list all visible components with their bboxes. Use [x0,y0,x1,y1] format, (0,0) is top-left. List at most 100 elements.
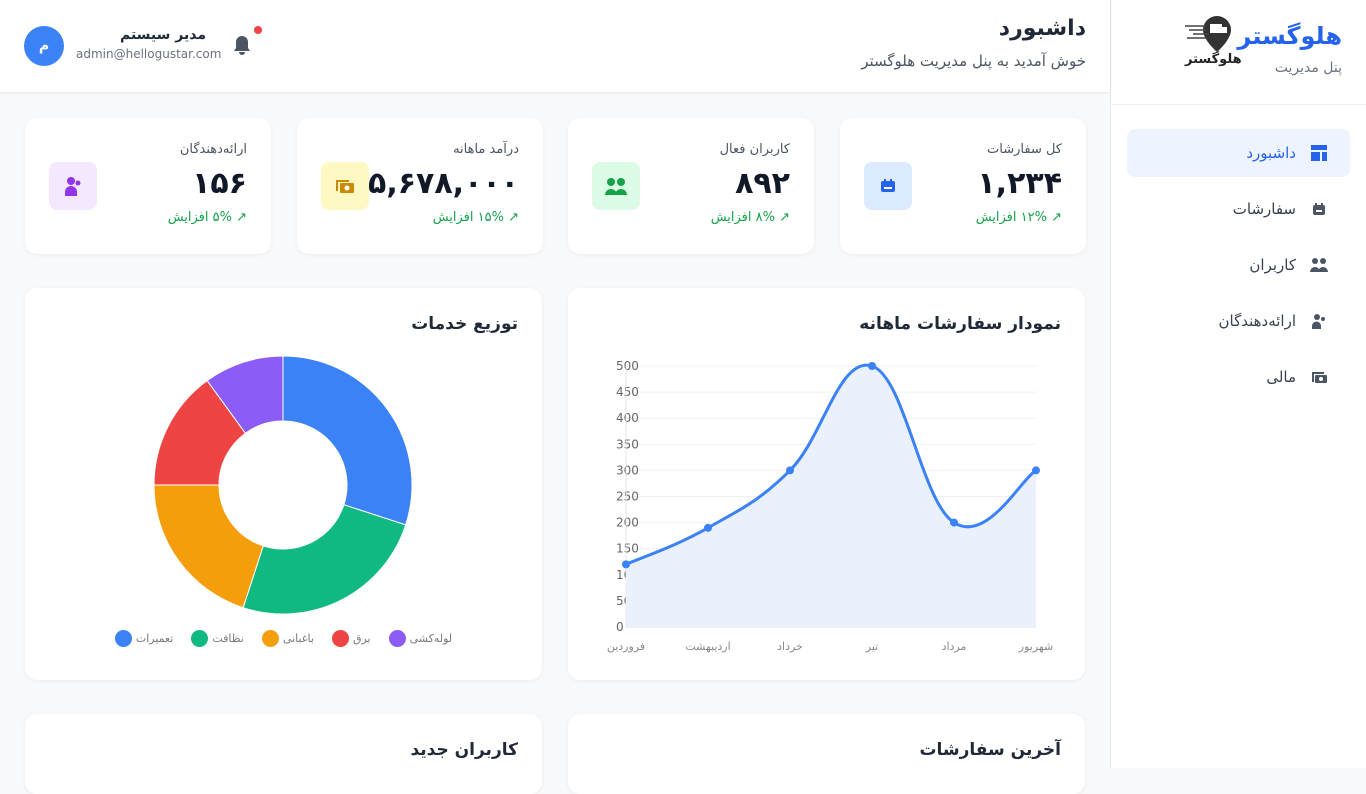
providers-icon [1310,312,1328,330]
sidebar-item-label: کاربران [1249,256,1296,274]
data-point [868,362,876,370]
y-tick-label: 350 [616,437,639,451]
donut-slice [242,504,407,615]
stat-value: ۱۵۶ [192,166,247,201]
legend-label: باغبانی [282,632,314,645]
card-title: نمودار سفارشات ماهانه [859,314,1061,334]
sidebar-item-providers[interactable]: ارائه‌دهندگان [1127,297,1350,345]
sidebar-item-label: ارائه‌دهندگان [1218,312,1296,330]
top-header: داشبورد خوش آمدید به پنل مدیریت هلوگستر … [0,0,1110,92]
logo-text: هلوگستر [1185,52,1242,67]
y-tick-label: 0 [616,620,624,634]
sidebar-item-label: سفارشات [1232,200,1296,218]
stat-label: درآمد ماهانه [453,142,519,157]
stat-card: درآمد ماهانه ۴۵,۶۷۸,۰۰۰ ↗ ۱۵% افزایش [297,118,543,254]
orders-icon [1310,200,1328,218]
sidebar-nav: داشبورد سفارشات کاربران ارائه‌دهندگان ما… [1111,105,1366,433]
brand: هلوگستر پنل مدیریت هلوگستر [1111,0,1366,105]
stat-label: ارائه‌دهندگان [179,142,247,157]
legend-label: نظافت [212,632,244,645]
y-tick-label: 450 [616,385,639,399]
donut-slice [282,355,413,526]
stat-label: کاربران فعال [719,142,790,157]
monthly-orders-card: نمودار سفارشات ماهانه 050100150200250300… [568,288,1085,680]
stat-trend: ↗ ۵% افزایش [167,210,247,225]
y-tick-label: 200 [616,516,639,530]
stat-card: کاربران فعال ۸۹۲ ↗ ۸% افزایش [568,118,814,254]
card-title: آخرین سفارشات [919,740,1061,760]
avatar[interactable]: م [24,26,64,66]
stat-trend: ↗ ۸% افزایش [710,210,790,225]
card-title: توزیع خدمات [411,314,518,334]
x-tick-label: فروردین [607,640,645,653]
sidebar-item-dashboard[interactable]: داشبورد [1127,129,1350,177]
x-tick-label: تیر [865,640,878,653]
y-tick-label: 150 [616,542,639,556]
providers-icon [49,162,97,210]
legend-item[interactable]: نظافت [191,630,244,647]
service-distribution-card: توزیع خدمات تعمیرات نظافت باغبانی برق لوله‌ک… [25,288,542,680]
sidebar-item-users[interactable]: کاربران [1127,241,1350,289]
legend-label: تعمیرات [135,632,174,645]
x-tick-label: مرداد [942,640,967,653]
sidebar-item-orders[interactable]: سفارشات [1127,185,1350,233]
sidebar-item-label: مالی [1266,368,1296,386]
x-tick-label: اردیبهشت [685,640,730,653]
stat-card: ارائه‌دهندگان ۱۵۶ ↗ ۵% افزایش [25,118,271,254]
page-title: داشبورد [998,16,1086,41]
sidebar-item-label: داشبورد [1246,144,1296,162]
new-users-card: کاربران جدید [25,714,542,794]
legend-item[interactable]: تعمیرات [114,630,174,647]
legend-swatch [331,630,349,647]
legend-swatch [388,630,406,647]
x-tick-label: خرداد [777,640,803,653]
logo-truck-icon [1185,16,1231,52]
brand-name: هلوگستر [1237,22,1342,50]
legend-item[interactable]: لوله‌کشی [388,630,453,647]
data-point [622,560,630,569]
stat-card: کل سفارشات ۱,۲۳۴ ↗ ۱۲% افزایش [840,118,1086,254]
stat-value: ۸۹۲ [735,166,790,201]
page-subtitle: خوش آمدید به پنل مدیریت هلوگستر [861,52,1086,70]
stat-value: ۱,۲۳۴ [977,166,1062,201]
sidebar: هلوگستر پنل مدیریت هلوگستر داشبورد سفارش… [1110,0,1366,768]
legend-label: برق [352,632,371,645]
user-email: admin@hellogustar.com [76,47,222,61]
donut-slice [153,484,264,609]
area-fill [626,365,1036,627]
line-chart: 050100150200250300350400450500فروردینارد… [607,359,1053,653]
users-icon [1310,256,1328,274]
legend-swatch [114,630,132,647]
brand-subtitle: پنل مدیریت [1274,60,1342,76]
y-tick-label: 400 [616,411,639,425]
notification-badge [254,26,262,34]
sidebar-item-finance[interactable]: مالی [1127,353,1350,401]
dashboard-icon [1310,144,1328,162]
data-point [704,523,712,532]
finance-icon [1310,368,1328,386]
data-point [950,518,958,527]
stat-label: کل سفارشات [987,142,1062,157]
legend-swatch [261,630,279,647]
chart-legend: تعمیرات نظافت باغبانی برق لوله‌کشی [25,630,542,647]
stat-trend: ↗ ۱۲% افزایش [975,210,1062,225]
users-icon [592,162,640,210]
legend-item[interactable]: برق [331,630,371,647]
user-name: مدیر سیستم [119,27,206,43]
legend-label: لوله‌کشی [409,632,453,645]
donut-slice [206,355,284,434]
data-point [786,466,794,475]
bell-icon[interactable] [231,34,253,56]
y-tick-label: 500 [616,359,639,373]
orders-icon [864,162,912,210]
latest-orders-card: آخرین سفارشات [568,714,1085,794]
legend-swatch [191,630,209,647]
donut-chart [153,355,413,615]
y-tick-label: 300 [616,463,639,477]
legend-item[interactable]: باغبانی [261,630,314,647]
x-tick-label: شهریور [1018,640,1053,653]
stat-value: ۴۵,۶۷۸,۰۰۰ [349,166,519,201]
data-point [1032,466,1040,475]
stat-trend: ↗ ۱۵% افزایش [432,210,519,225]
money-icon [321,162,369,210]
